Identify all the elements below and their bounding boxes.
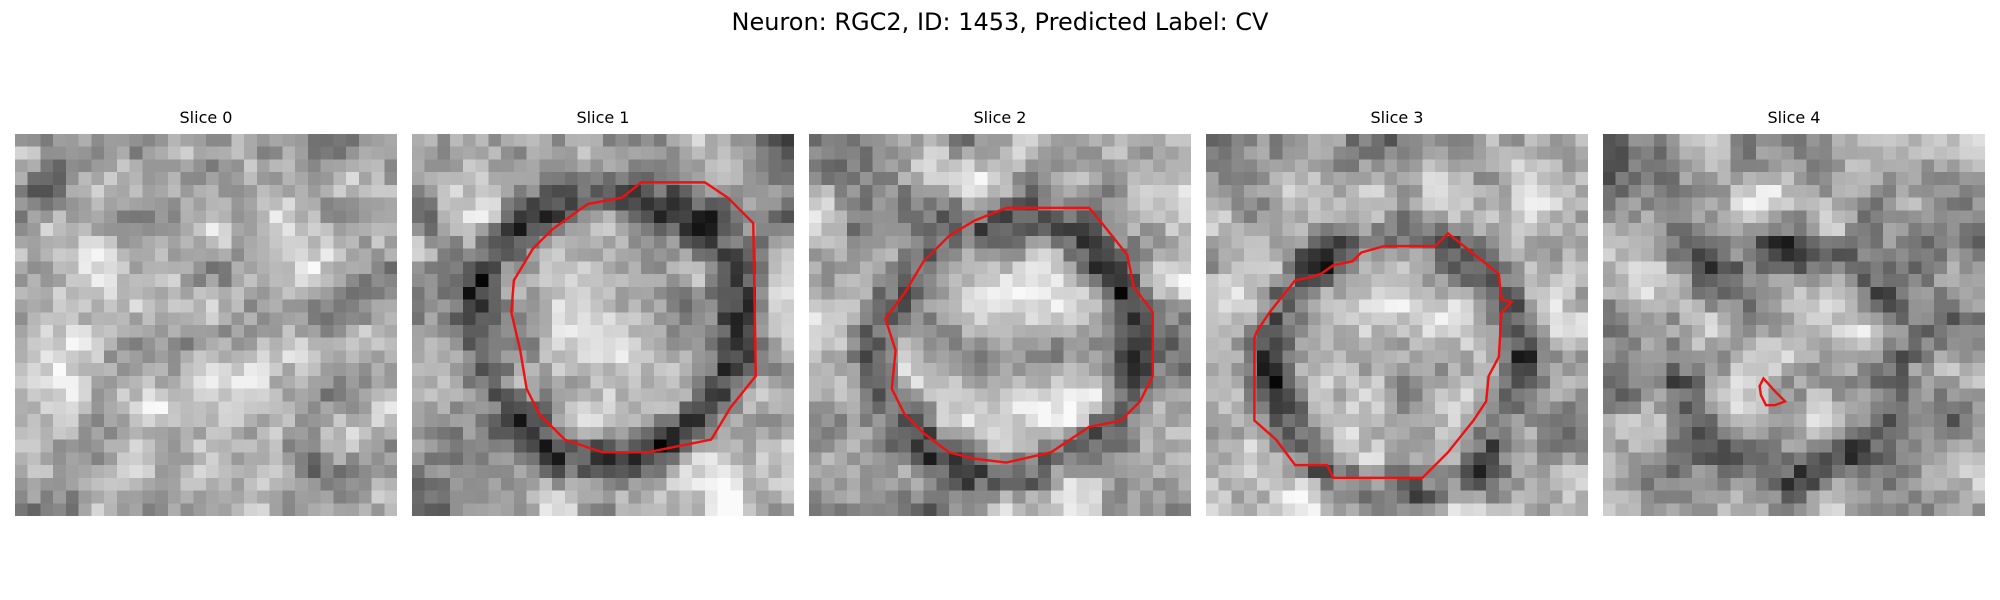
slice-image	[809, 134, 1191, 516]
slice-image	[412, 134, 794, 516]
slice-image	[1206, 134, 1588, 516]
contour-overlay	[1603, 134, 1985, 516]
contour-outline	[511, 182, 755, 452]
contour-outline	[1760, 378, 1785, 405]
contour-overlay	[1206, 134, 1588, 516]
contour-overlay	[412, 134, 794, 516]
panel-title: Slice 1	[576, 108, 630, 127]
panel-slice-1: Slice 1	[412, 108, 794, 516]
contour-overlay	[809, 134, 1191, 516]
slice-image	[1603, 134, 1985, 516]
panel-title: Slice 4	[1767, 108, 1821, 127]
panel-slice-4: Slice 4	[1603, 108, 1985, 516]
contour-outline	[885, 208, 1152, 463]
panel-title: Slice 3	[1370, 108, 1424, 127]
panel-slice-2: Slice 2	[809, 108, 1191, 516]
panel-slice-3: Slice 3	[1206, 108, 1588, 516]
contour-overlay	[15, 134, 397, 516]
slice-image	[15, 134, 397, 516]
panel-title: Slice 2	[973, 108, 1027, 127]
panel-title: Slice 0	[179, 108, 233, 127]
panel-slice-0: Slice 0	[15, 108, 397, 516]
contour-outline	[1254, 233, 1511, 477]
figure-title: Neuron: RGC2, ID: 1453, Predicted Label:…	[731, 8, 1269, 36]
